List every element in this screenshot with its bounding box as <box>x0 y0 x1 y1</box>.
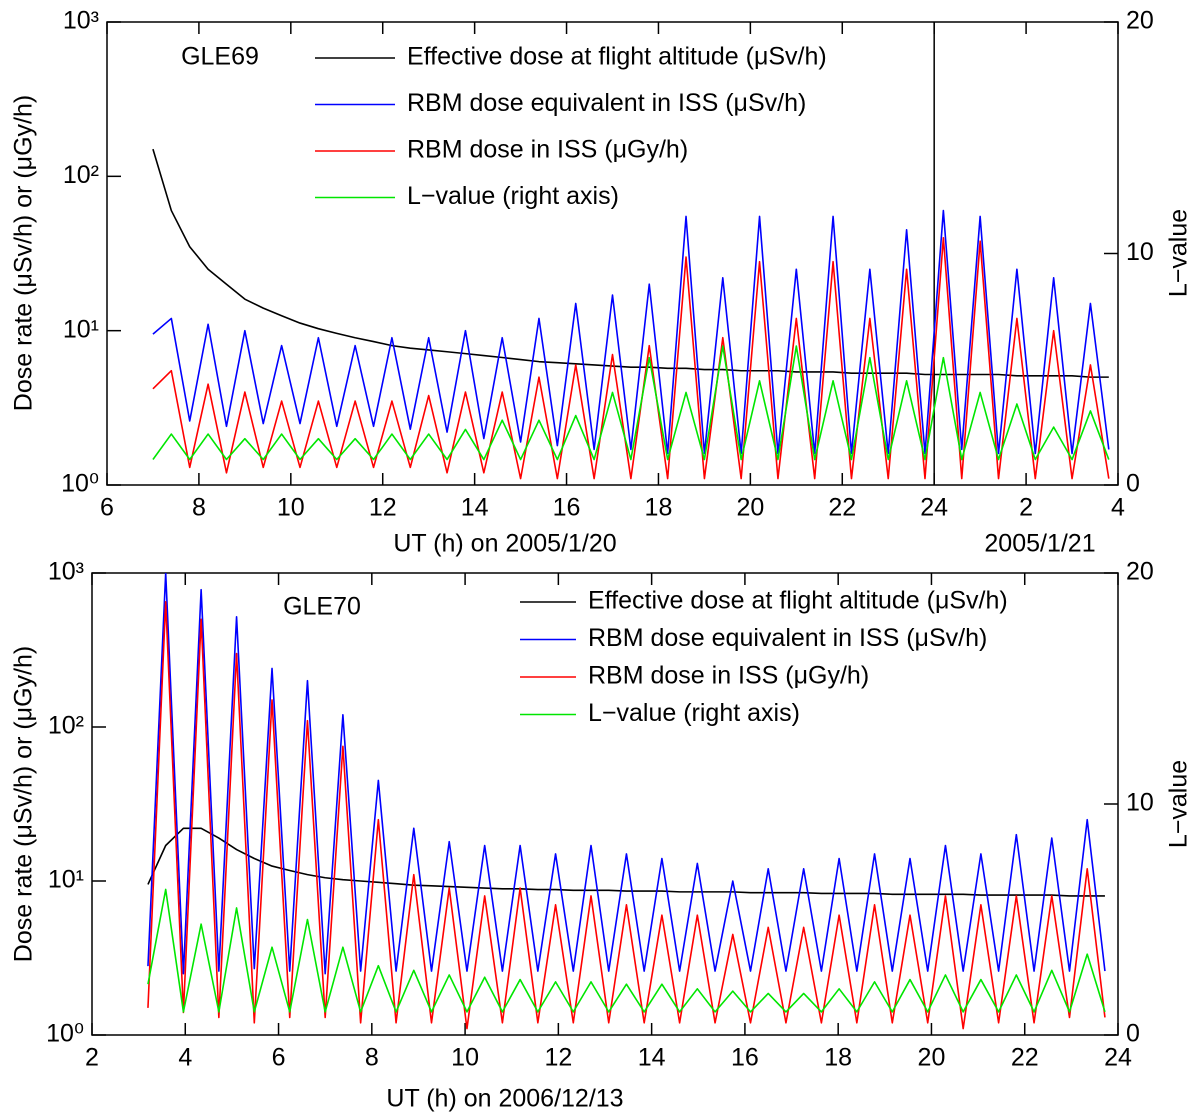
x-tick-label: 10 <box>451 1044 479 1072</box>
x-axis-label: UT (h) on 2006/12/13 <box>386 1085 623 1113</box>
x-tick-label: 8 <box>192 494 206 522</box>
x-tick-label: 12 <box>369 494 397 522</box>
x-tick-label: 8 <box>365 1044 379 1072</box>
data-line <box>152 148 1109 378</box>
legend-label: RBM dose equivalent in ISS (μSv/h) <box>407 89 806 117</box>
x-axis-label-2: 2005/1/21 <box>984 530 1095 558</box>
y-tick-label: 10² <box>48 712 84 740</box>
x-tick-label: 16 <box>731 1044 759 1072</box>
x-tick-label: 20 <box>918 1044 946 1072</box>
y-tick-label: 10⁰ <box>46 1020 84 1048</box>
x-tick-label: 4 <box>178 1044 192 1072</box>
y-axis-label: Dose rate (μSv/h) or (μGy/h) <box>10 95 38 411</box>
panel-annotation: GLE70 <box>283 593 361 621</box>
y2-tick-label: 10 <box>1126 238 1154 266</box>
x-tick-label: 16 <box>553 494 581 522</box>
y-tick-label: 10⁰ <box>61 470 99 498</box>
legend-label: L−value (right axis) <box>407 182 619 210</box>
y2-axis-label: L−value <box>1165 209 1193 297</box>
y2-axis-label: L−value <box>1165 760 1193 848</box>
x-tick-label: 18 <box>824 1044 852 1072</box>
plot-series <box>147 573 1106 1030</box>
y2-tick-label: 10 <box>1126 789 1154 817</box>
x-tick-label: 2 <box>85 1044 99 1072</box>
y-tick-label: 10³ <box>63 7 99 35</box>
x-axis-label: UT (h) on 2005/1/20 <box>393 530 616 558</box>
x-tick-label: 14 <box>461 494 489 522</box>
y2-tick-label: 20 <box>1126 558 1154 586</box>
y-tick-label: 10³ <box>48 558 84 586</box>
data-line <box>152 209 1110 455</box>
legend-label: L−value (right axis) <box>588 699 800 727</box>
y-axis-label: Dose rate (μSv/h) or (μGy/h) <box>10 646 38 962</box>
data-line <box>147 888 1106 1013</box>
y-tick-label: 10¹ <box>63 315 99 343</box>
legend-label: RBM dose in ISS (μGy/h) <box>588 662 869 690</box>
x-tick-label: 2 <box>1019 494 1033 522</box>
x-tick-label: 10 <box>277 494 305 522</box>
x-tick-label: 24 <box>1104 1044 1132 1072</box>
data-line <box>147 827 1105 897</box>
panel-annotation: GLE69 <box>181 43 259 71</box>
x-tick-label: 4 <box>1111 494 1125 522</box>
y-tick-label: 10² <box>63 161 99 189</box>
y-tick-label: 10¹ <box>48 866 84 894</box>
x-tick-label: 14 <box>638 1044 666 1072</box>
legend-label: Effective dose at flight altitude (μSv/h… <box>588 587 1008 615</box>
legend-label: RBM dose equivalent in ISS (μSv/h) <box>588 624 987 652</box>
x-tick-label: 6 <box>272 1044 286 1072</box>
x-tick-label: 24 <box>920 494 948 522</box>
data-line <box>152 236 1110 480</box>
x-tick-label: 22 <box>828 494 856 522</box>
data-line <box>152 345 1110 461</box>
legend-label: Effective dose at flight altitude (μSv/h… <box>407 43 827 71</box>
x-tick-label: 12 <box>544 1044 572 1072</box>
x-tick-label: 22 <box>1011 1044 1039 1072</box>
data-line <box>147 601 1106 1030</box>
y2-tick-label: 0 <box>1126 470 1140 498</box>
legend-label: RBM dose in ISS (μGy/h) <box>407 136 688 164</box>
plot-series <box>152 148 1110 480</box>
x-tick-label: 18 <box>645 494 673 522</box>
y2-tick-label: 20 <box>1126 7 1154 35</box>
x-tick-label: 20 <box>736 494 764 522</box>
y2-tick-label: 0 <box>1126 1020 1140 1048</box>
x-tick-label: 6 <box>100 494 114 522</box>
data-line <box>147 573 1106 975</box>
